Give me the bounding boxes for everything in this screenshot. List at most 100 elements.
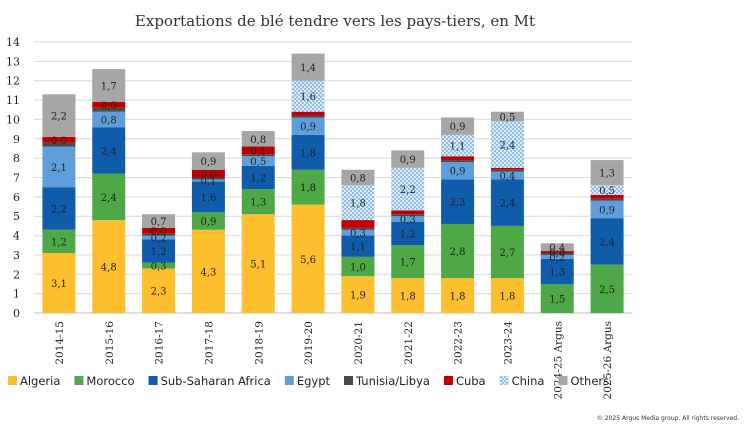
bar-segment bbox=[490, 179, 524, 226]
bar-segment bbox=[191, 169, 225, 178]
data-label: 0,5 bbox=[250, 157, 266, 168]
legend-label: Algeria bbox=[20, 374, 60, 388]
bar-segment bbox=[590, 160, 624, 186]
data-label: 1,3 bbox=[250, 198, 266, 209]
data-label: 0,8 bbox=[250, 135, 266, 146]
x-tick-label: 2025-26 Argus bbox=[602, 321, 614, 399]
data-label: 1,7 bbox=[400, 258, 416, 269]
bar-segment bbox=[391, 214, 425, 217]
x-tick-label: 2018-19 bbox=[253, 321, 265, 365]
y-tick-label: 2 bbox=[13, 268, 20, 281]
bar-segment bbox=[391, 150, 425, 168]
bar-segment bbox=[291, 115, 325, 118]
data-label: 1,8 bbox=[450, 292, 466, 303]
data-label: 2,4 bbox=[101, 193, 117, 204]
bar-segment bbox=[441, 179, 475, 224]
bar-segment bbox=[341, 220, 375, 228]
y-tick-label: 13 bbox=[6, 55, 20, 68]
data-label: 1,8 bbox=[300, 148, 316, 159]
data-label: 0,9 bbox=[200, 217, 216, 228]
y-tick-label: 8 bbox=[13, 152, 20, 165]
legend-label: Tunisia/Libya bbox=[355, 374, 430, 388]
bar-segment bbox=[490, 171, 524, 180]
bar-segment bbox=[191, 212, 225, 230]
data-label: 1,2 bbox=[400, 230, 416, 241]
legend-swatch bbox=[558, 376, 568, 385]
data-label: 0,4 bbox=[549, 243, 565, 254]
data-label: 1,8 bbox=[499, 292, 515, 303]
bar-segment bbox=[341, 185, 375, 221]
data-label: 1,6 bbox=[300, 92, 316, 103]
data-label: 0,3 bbox=[350, 229, 366, 240]
legend-swatch bbox=[443, 376, 453, 385]
bar-segment bbox=[42, 252, 76, 313]
legend-swatch bbox=[499, 376, 509, 385]
legend-swatch bbox=[344, 376, 354, 385]
x-axis: 2014-15 2015-16 2016-17 2017-18 2018-19 2019-… bbox=[54, 321, 614, 400]
bar-segment bbox=[391, 216, 425, 223]
y-tick-label: 9 bbox=[13, 133, 20, 146]
data-label: 0,0 bbox=[151, 227, 167, 238]
bar-segment bbox=[590, 198, 624, 201]
data-label: 0,7 bbox=[151, 217, 167, 228]
bar-segment bbox=[92, 107, 126, 112]
bar-segment bbox=[92, 102, 126, 108]
bar-segment bbox=[142, 268, 176, 313]
bar-segment bbox=[291, 117, 325, 135]
data-label: 0,9 bbox=[450, 122, 466, 133]
bar-segment bbox=[441, 278, 475, 313]
bar-segment bbox=[142, 214, 176, 228]
data-label: 0,5 bbox=[499, 113, 515, 124]
data-label: 1,9 bbox=[350, 291, 366, 302]
bar-segment bbox=[441, 134, 475, 157]
legend: Algeria Morocco Sub-Saharan Africa Egypt Tun… bbox=[8, 374, 609, 388]
data-label: 2,5 bbox=[599, 285, 615, 296]
bar-segment bbox=[142, 262, 176, 269]
data-label: 0,3 bbox=[400, 215, 416, 226]
y-tick-label: 12 bbox=[6, 75, 20, 88]
y-tick-label: 6 bbox=[13, 191, 20, 204]
bar-segment bbox=[241, 154, 275, 157]
bar-segment bbox=[241, 165, 275, 190]
bar-segment bbox=[490, 278, 524, 313]
bar-segment bbox=[142, 233, 176, 236]
data-label: 1,1 bbox=[450, 142, 466, 153]
bar-segment bbox=[191, 177, 225, 180]
bar-segment bbox=[540, 254, 574, 259]
bar-segment bbox=[540, 251, 574, 253]
data-label: 0,0 bbox=[549, 248, 565, 259]
bar-segment bbox=[241, 131, 275, 147]
y-tick-label: 0 bbox=[13, 307, 20, 320]
legend-label: Egypt bbox=[297, 374, 331, 388]
chart-title: Exportations de blé tendre vers les pays… bbox=[135, 12, 535, 30]
data-label: 0,3 bbox=[151, 262, 167, 273]
x-tick-label: 2022-23 bbox=[453, 321, 465, 365]
bar-segment bbox=[490, 225, 524, 279]
bar-segment bbox=[391, 167, 425, 211]
data-labels-group: 3,1 1,2 2,2 2,1 0,0 2,2 4,8 2,4 2,4 0,8 0,0 1,7 2,3 0… bbox=[51, 63, 615, 305]
data-label: 4,3 bbox=[200, 267, 216, 278]
data-label: 1,2 bbox=[151, 247, 167, 258]
data-label: 4,8 bbox=[101, 263, 117, 274]
bar-segment bbox=[241, 189, 275, 215]
bar-segment bbox=[490, 167, 524, 170]
bar-segment bbox=[142, 227, 176, 234]
bar-segment bbox=[341, 229, 375, 236]
bar-segment bbox=[341, 276, 375, 313]
y-tick-label: 10 bbox=[6, 113, 20, 126]
data-label: 2,1 bbox=[51, 163, 67, 174]
grid-lines bbox=[34, 41, 632, 314]
bar-segment bbox=[441, 162, 475, 180]
bar-segment bbox=[540, 283, 574, 313]
data-label: 0,2 bbox=[151, 234, 167, 245]
data-label: 5,1 bbox=[250, 260, 266, 271]
legend-label: Sub-Saharan Africa bbox=[161, 374, 271, 388]
x-tick-label: 2014-15 bbox=[54, 321, 66, 365]
bar-segment bbox=[92, 111, 126, 128]
data-label: 0,0 bbox=[51, 136, 67, 147]
bar-segment bbox=[391, 245, 425, 279]
bar-segment bbox=[291, 111, 325, 116]
x-tick-label: 2021-22 bbox=[403, 321, 415, 365]
data-label: 1,7 bbox=[101, 82, 117, 93]
bar-segment bbox=[441, 117, 475, 135]
